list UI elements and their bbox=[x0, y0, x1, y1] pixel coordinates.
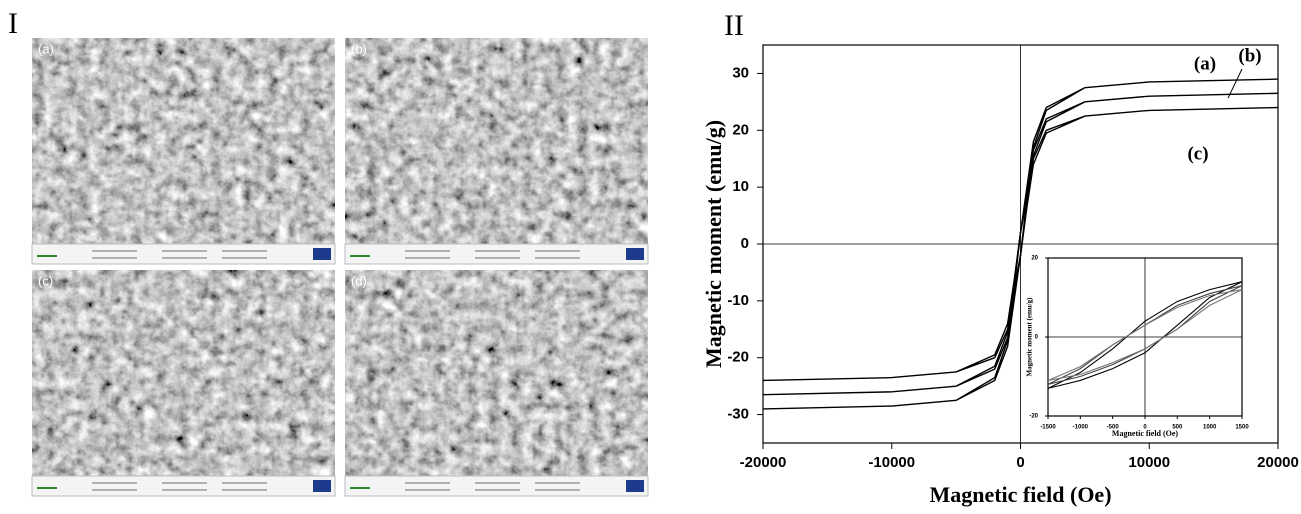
info-lines bbox=[405, 250, 580, 259]
sem-image bbox=[345, 38, 648, 244]
sem-image bbox=[32, 38, 335, 244]
y-tick-label: -20 bbox=[1029, 414, 1038, 420]
y-tick-label: -30 bbox=[727, 406, 749, 423]
x-tick-label: 0 bbox=[1016, 454, 1024, 471]
image-label: (d) bbox=[351, 273, 367, 288]
sem-image bbox=[32, 270, 335, 476]
y-tick-label: 10 bbox=[732, 178, 749, 195]
y-tick-label: -20 bbox=[727, 349, 749, 366]
y-tick-label: 0 bbox=[741, 235, 749, 252]
y-tick-label: -10 bbox=[727, 292, 749, 309]
info-bar bbox=[31, 475, 336, 497]
x-tick-label: -10000 bbox=[868, 454, 915, 471]
image-label: (b) bbox=[351, 41, 367, 56]
hysteresis-loop bbox=[1047, 281, 1243, 389]
x-tick-label: -500 bbox=[1107, 425, 1120, 431]
x-tick-label: -1500 bbox=[1040, 425, 1056, 431]
x-tick-label: 1000 bbox=[1203, 425, 1217, 431]
inset-chart: -1500 -1000 -500 0 500 1000 1500 -20 0 20 Magnetic… bbox=[1026, 256, 1250, 438]
x-tick-label: 500 bbox=[1172, 425, 1183, 431]
x-tick-label: 20000 bbox=[1257, 454, 1299, 471]
x-axis-label: Magnetic field (Oe) bbox=[1112, 429, 1179, 438]
x-tick-label: 10000 bbox=[1128, 454, 1170, 471]
info-lines bbox=[405, 482, 580, 491]
sem-image bbox=[345, 270, 648, 476]
logo bbox=[626, 248, 644, 260]
series-label: (b) bbox=[1238, 45, 1261, 66]
info-bar bbox=[31, 243, 336, 265]
panel-label: II bbox=[724, 9, 744, 42]
y-tick-label: 0 bbox=[1035, 335, 1039, 341]
leader bbox=[1227, 68, 1243, 99]
image-label: (c) bbox=[38, 273, 53, 288]
logo bbox=[626, 480, 644, 492]
series-label: (a) bbox=[1194, 53, 1216, 74]
panel-label: I bbox=[8, 7, 18, 40]
logo bbox=[313, 248, 331, 260]
x-tick-label: -20000 bbox=[740, 454, 787, 471]
hysteresis-loop bbox=[762, 78, 1279, 410]
image-label: (a) bbox=[38, 41, 54, 56]
logo bbox=[313, 480, 331, 492]
y-tick-label: 30 bbox=[732, 64, 749, 81]
y-axis-label: Magnetic moment (emu/g) bbox=[701, 120, 726, 368]
hysteresis-loop bbox=[1047, 289, 1243, 381]
x-tick-label: -1000 bbox=[1073, 425, 1089, 431]
y-axis-label: Magnetic moment (emu/g) bbox=[1026, 297, 1034, 377]
x-tick-label: 0 bbox=[1143, 425, 1147, 431]
info-lines bbox=[92, 482, 267, 491]
y-tick-label: 20 bbox=[732, 121, 749, 138]
info-lines bbox=[92, 250, 267, 259]
info-bar bbox=[344, 243, 649, 265]
x-tick-label: 1500 bbox=[1235, 425, 1249, 431]
y-tick-label: 20 bbox=[1031, 256, 1038, 262]
info-bar bbox=[344, 475, 649, 497]
sem-images: (a) (b) (c) (d) bbox=[31, 38, 649, 497]
series-label: (c) bbox=[1187, 143, 1208, 164]
hysteresis-loop bbox=[762, 92, 1279, 396]
x-axis-label: Magnetic field (Oe) bbox=[929, 482, 1111, 507]
hysteresis-loop bbox=[762, 106, 1279, 382]
